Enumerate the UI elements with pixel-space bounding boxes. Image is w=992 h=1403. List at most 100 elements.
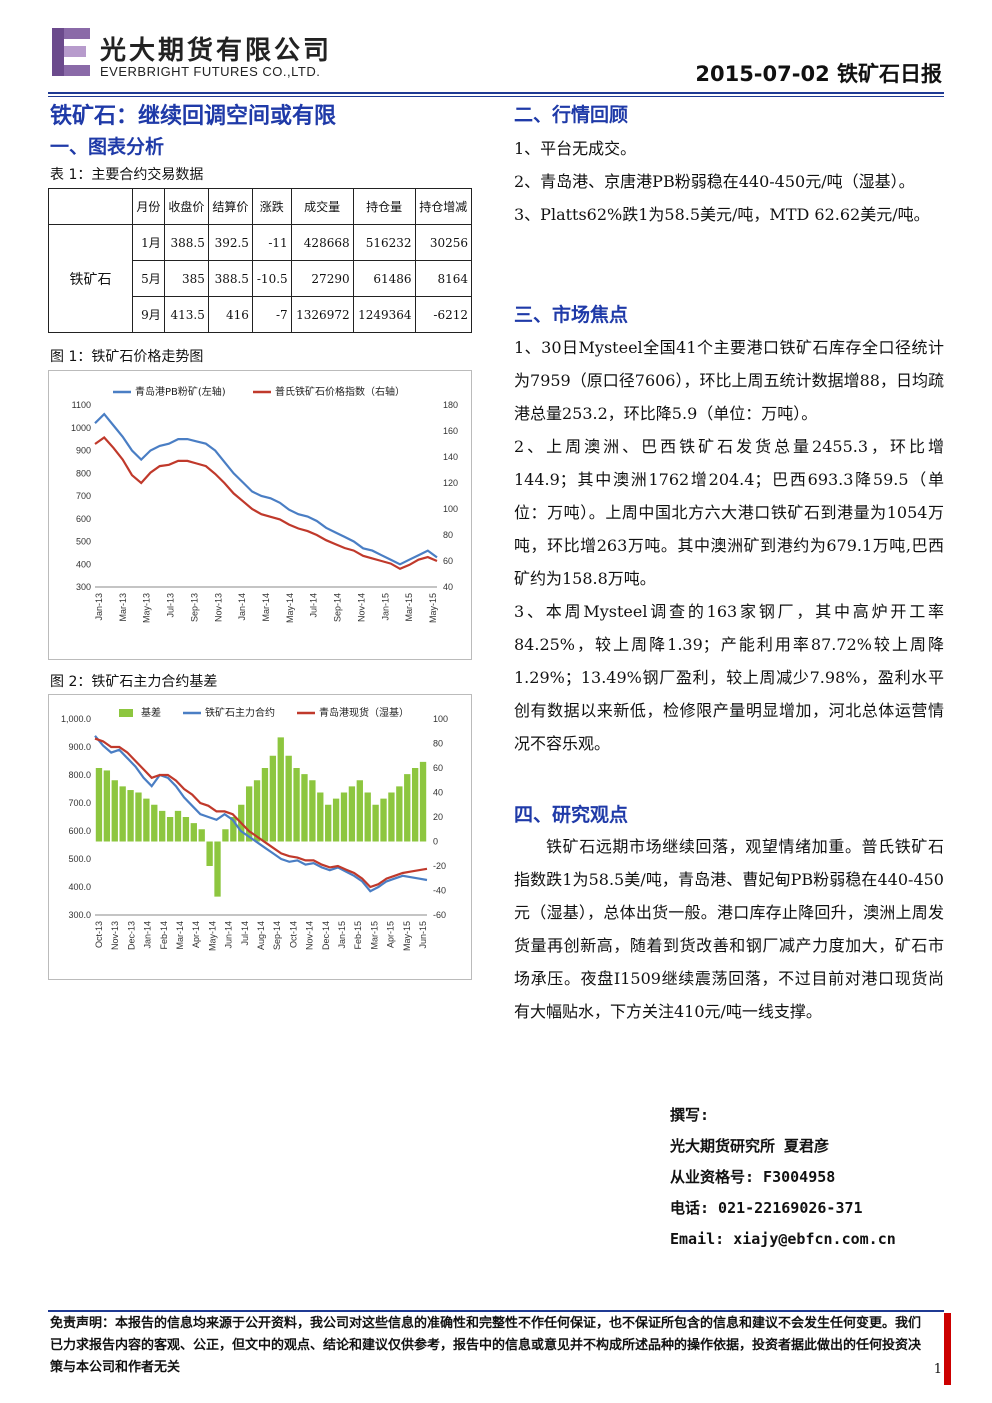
x-tick-label: Mar-14 (261, 593, 271, 622)
x-tick-label: Jan-14 (237, 593, 247, 621)
table-cell: 9月 (132, 296, 165, 333)
focus-item: 2、上周澳洲、巴西铁矿石发货总量2455.3，环比增144.9；其中澳洲1762… (514, 437, 944, 588)
x-tick-label: Mar-15 (404, 593, 414, 622)
table-caption: 表 1：主要合约交易数据 (50, 167, 204, 183)
x-tick-label: Jul-14 (309, 593, 319, 618)
table-cell: 428668 (290, 224, 354, 261)
legend-label: 青岛港现货（湿基） (319, 706, 409, 719)
basis-bar (269, 755, 277, 842)
series-line (94, 412, 438, 566)
table-cell: -11 (251, 224, 292, 261)
x-tick-label: Nov-14 (305, 921, 315, 950)
author-email: Email: xiajy@ebfcn.com.cn (670, 1230, 896, 1248)
basis-bar (206, 841, 213, 866)
right-tick-label: -60 (433, 910, 446, 920)
right-tick-label: 120 (443, 478, 458, 488)
basis-bar (190, 823, 197, 842)
table-header: 持仓增减 (414, 188, 473, 225)
section-research-view: 四、研究观点 (514, 804, 629, 826)
footer-accent-bar (944, 1313, 951, 1385)
series-line (94, 735, 428, 893)
product-cell: 铁矿石 (48, 224, 133, 333)
left-tick-label: 500.0 (68, 854, 91, 864)
left-tick-label: 800.0 (68, 770, 91, 780)
section-market-focus: 三、市场焦点 (514, 304, 629, 326)
table-cell: 61486 (352, 260, 416, 297)
right-tick-label: 80 (433, 739, 443, 749)
basis-bar (325, 804, 332, 842)
left-tick-label: 300.0 (68, 910, 91, 920)
table-header: 持仓量 (352, 188, 416, 225)
basis-bar (364, 792, 371, 842)
basis-chart: 1,000.0 900.0 800.0 700.0 600.0 500.0 400.0 300… (61, 706, 448, 951)
x-tick-label: Apr-14 (191, 921, 201, 948)
figure2-chart-frame: 1,000.0 900.0 800.0 700.0 600.0 500.0 400.0 300… (48, 694, 472, 980)
x-tick-label: May-15 (428, 593, 438, 623)
right-tick-label: 60 (443, 556, 453, 566)
right-tick-label: 40 (433, 788, 443, 798)
table-cell: 27290 (290, 260, 354, 297)
page-title: 铁矿石：继续回调空间或有限 (50, 104, 337, 129)
table-row: 铁矿石 1月 388.5 392.5 -11 428668 516232 302… (48, 224, 473, 333)
table-cell: 388.5 (163, 224, 209, 261)
x-tick-label: Mar-13 (118, 593, 128, 622)
right-tick-label: 100 (433, 714, 448, 724)
x-tick-label: Dec-13 (126, 921, 136, 950)
table-row: 5月 385 388.5 -10.5 27290 61486 8164 (49, 260, 473, 297)
market-focus: 1、30日Mysteel全国41个主要港口铁矿石库存全口径统计为7959（原口径… (514, 331, 944, 760)
market-review: 1、平台无成交。 2、青岛港、京唐港PB粉弱稳在440-450元/吨（湿基）。 … (514, 132, 944, 231)
basis-bar (214, 841, 221, 897)
table-header: 结算价 (207, 188, 253, 225)
x-tick-label: Dec-14 (321, 921, 331, 950)
basis-bar (245, 786, 253, 842)
right-tick-label: 180 (443, 400, 458, 410)
table-cell: 5月 (132, 260, 165, 297)
basis-bar (301, 774, 308, 842)
left-tick-label: 600 (76, 514, 91, 524)
x-tick-label: Feb-15 (353, 921, 363, 950)
basis-bar (182, 817, 190, 842)
figure1-chart-frame: 1100 1000 900 800 700 600 500 400 300 180 160 140 12… (48, 370, 472, 660)
right-tick-label: -40 (433, 886, 446, 896)
disclaimer: 免责声明：本报告的信息均来源于公开资料，我公司对这些信息的准确性和完整性不作任何… (50, 1316, 922, 1375)
focus-item: 3、本周Mysteel调查的163家钢厂，其中高炉开工率84.25%，较上周降1… (514, 602, 944, 753)
table-cell: -10.5 (251, 260, 292, 297)
table-cell: 416 (207, 296, 253, 333)
basis-bar (127, 790, 134, 842)
section-chart-analysis: 一、图表分析 (50, 136, 165, 158)
header-divider-thin (48, 96, 944, 97)
basis-bar (261, 768, 269, 842)
right-tick-label: 100 (443, 504, 458, 514)
left-tick-label: 300 (76, 582, 91, 592)
contract-table: 月份 收盘价 结算价 涨跌 成交量 持仓量 持仓增减 铁矿石 1月 388.5 … (48, 188, 473, 333)
author-phone: 电话: 021-22169026-371 (670, 1199, 863, 1217)
table-cell: 392.5 (207, 224, 253, 261)
basis-bar (285, 755, 292, 842)
company-name-cn: 光大期货有限公司 (100, 36, 333, 66)
author-org: 光大期货研究所 夏君彦 (670, 1137, 830, 1155)
company-name-en: EVERBRIGHT FUTURES CO.,LTD. (100, 64, 321, 79)
basis-bar (411, 768, 419, 842)
basis-bar (166, 817, 174, 842)
section-market-review: 二、行情回顾 (514, 104, 629, 126)
left-tick-label: 900.0 (68, 742, 91, 752)
left-tick-label: 700.0 (68, 798, 91, 808)
table-row: 9月 413.5 416 -7 1326972 1249364 -6212 (49, 296, 473, 333)
table-cell: 30256 (414, 224, 473, 261)
basis-bar (198, 829, 205, 842)
table-cell: -7 (251, 296, 292, 333)
basis-bar (222, 829, 229, 842)
x-tick-label: Mar-14 (175, 921, 185, 950)
legend-label: 青岛港PB粉矿(左轴) (135, 385, 226, 398)
table-cell: 388.5 (207, 260, 253, 297)
right-tick-label: 80 (443, 530, 453, 540)
left-tick-label: 700 (76, 491, 91, 501)
x-tick-label: Feb-14 (159, 921, 169, 950)
table-cell: 413.5 (163, 296, 209, 333)
x-tick-label: Jul-13 (166, 593, 176, 618)
x-tick-label: Jun-14 (224, 921, 234, 949)
x-tick-label: Oct-14 (288, 921, 298, 948)
basis-bar (293, 768, 300, 842)
basis-bar (372, 804, 379, 842)
research-view: 铁矿石远期市场继续回落，观望情绪加重。普氏铁矿石指数跌1为58.5美/吨，青岛港… (514, 837, 944, 1021)
